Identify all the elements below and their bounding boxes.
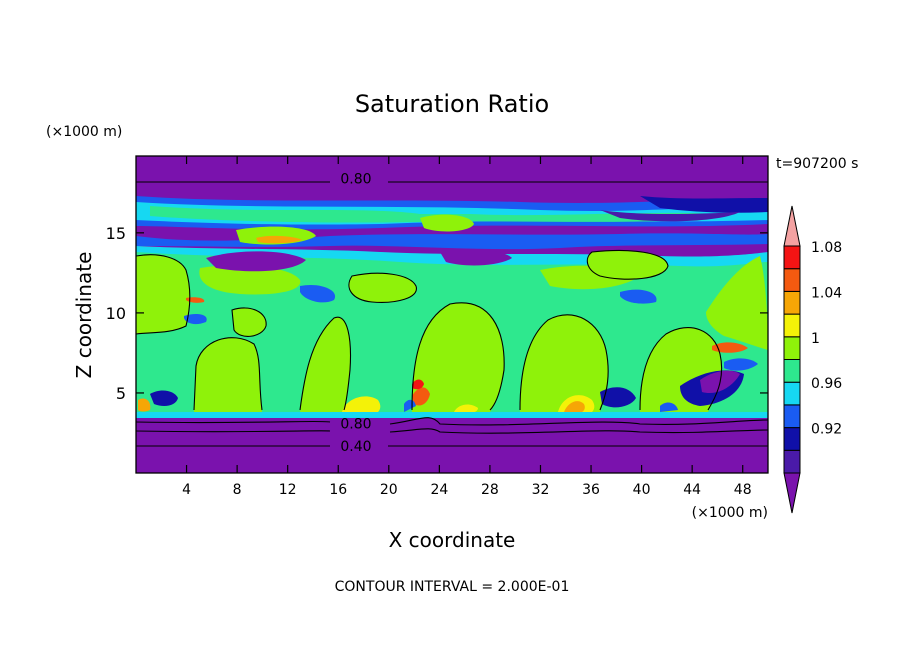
contour-interval-note: CONTOUR INTERVAL = 2.000E-01 xyxy=(335,579,570,595)
cloud-tower xyxy=(412,302,505,412)
moist-pocket xyxy=(300,284,336,303)
saturated-core xyxy=(564,401,585,412)
contour-line xyxy=(231,307,267,337)
saturated-core xyxy=(342,396,381,412)
x-axis-label: X coordinate xyxy=(389,528,516,552)
x-tick-label: 4 xyxy=(182,482,191,498)
dry-pocket xyxy=(440,249,512,266)
chart-title: Saturation Ratio xyxy=(355,90,549,118)
time-label: t=907200 s xyxy=(776,156,858,172)
cloud-tower xyxy=(194,337,262,412)
y-tick-label: 15 xyxy=(106,224,126,243)
saturated-core xyxy=(412,387,430,406)
saturated-core xyxy=(186,297,205,303)
colorbar-bin-min xyxy=(783,472,801,514)
colorbar-bin xyxy=(783,336,801,360)
colorbar-bin xyxy=(783,359,801,383)
moist-pocket xyxy=(184,314,207,325)
contour-line xyxy=(639,327,723,411)
contour-line xyxy=(299,316,351,411)
cloud-region xyxy=(232,307,267,337)
dry-patch xyxy=(404,399,416,412)
dry-patch xyxy=(724,358,758,371)
dry-patch xyxy=(600,387,636,408)
contour-line xyxy=(136,428,768,434)
colorbar-bin-max xyxy=(783,205,801,247)
x-tick-label: 16 xyxy=(329,482,347,498)
colorbar-bin xyxy=(783,290,801,315)
dry-patch xyxy=(150,390,178,406)
colorbar-bin xyxy=(783,268,801,292)
colorbar-label: 0.96 xyxy=(811,376,842,392)
contour-label: 0.80 xyxy=(340,416,371,432)
saturated-core xyxy=(256,235,302,244)
saturation-field xyxy=(136,156,768,473)
contour-label: 0.80 xyxy=(340,171,371,187)
cloud-tower xyxy=(520,314,609,412)
contour-line xyxy=(136,417,768,426)
contour-label: 0.40 xyxy=(340,439,371,455)
colorbar-bin xyxy=(783,245,801,270)
dry-patch xyxy=(660,402,678,412)
x-tick-label: 48 xyxy=(734,482,752,498)
cloud-tower xyxy=(300,317,351,412)
colorbar-bin xyxy=(783,381,801,406)
x-tick-label: 40 xyxy=(633,482,651,498)
x-tick-label: 8 xyxy=(233,482,242,498)
x-tick-label: 12 xyxy=(279,482,297,498)
colorbar-bin xyxy=(783,427,801,451)
contour-lines xyxy=(136,181,768,447)
contour-line xyxy=(348,272,417,303)
saturated-core xyxy=(454,404,478,412)
saturated-core xyxy=(412,379,424,390)
colorbar-label: 1.08 xyxy=(811,240,842,256)
colorbar-bin xyxy=(783,313,801,338)
saturated-core xyxy=(138,398,151,412)
colorbar-label: 1 xyxy=(811,331,820,347)
contour-line xyxy=(586,250,669,280)
contour-labels: 0.80 0.80 0.40 xyxy=(340,171,371,454)
dry-pocket xyxy=(206,251,306,272)
contour-line xyxy=(193,337,263,411)
saturated-core xyxy=(712,342,748,353)
plot-frame xyxy=(135,155,769,474)
colorbar-bin xyxy=(783,449,801,474)
y-axis-ticks: 5 10 15 xyxy=(106,224,768,403)
y-axis-label: Z coordinate xyxy=(72,252,96,379)
contour-line xyxy=(136,254,191,335)
x-tick-label: 24 xyxy=(430,482,448,498)
upper-band-indigo xyxy=(600,210,740,222)
cloud-region xyxy=(420,214,474,232)
x-axis-unit: (×1000 m) xyxy=(692,505,768,521)
cloud-region xyxy=(587,250,668,280)
colorbar-label: 0.92 xyxy=(811,422,842,438)
upper-band-navy xyxy=(640,196,768,213)
x-tick-label: 36 xyxy=(582,482,600,498)
y-tick-label: 10 xyxy=(106,304,126,323)
colorbar-label: 1.04 xyxy=(811,285,842,301)
contour-line xyxy=(519,314,609,411)
cloud-region xyxy=(136,254,190,334)
y-tick-label: 5 xyxy=(116,384,126,403)
x-tick-label: 44 xyxy=(683,482,701,498)
colorbar-bin xyxy=(783,404,801,429)
contour-line xyxy=(411,302,505,411)
colorbar: 0.92 0.96 1 1.04 1.08 xyxy=(783,205,842,514)
cloud-tower xyxy=(706,256,768,350)
y-axis-unit: (×1000 m) xyxy=(46,124,122,140)
upper-band-green xyxy=(150,206,720,223)
x-tick-label: 20 xyxy=(380,482,398,498)
x-tick-label: 28 xyxy=(481,482,499,498)
cloud-region xyxy=(199,265,301,295)
moist-pocket xyxy=(620,289,657,304)
cloud-region xyxy=(348,273,417,303)
x-tick-label: 32 xyxy=(532,482,550,498)
mid-band-blue xyxy=(136,233,768,250)
x-axis-ticks: 4 8 12 16 20 24 28 32 36 40 44 48 xyxy=(182,156,752,498)
